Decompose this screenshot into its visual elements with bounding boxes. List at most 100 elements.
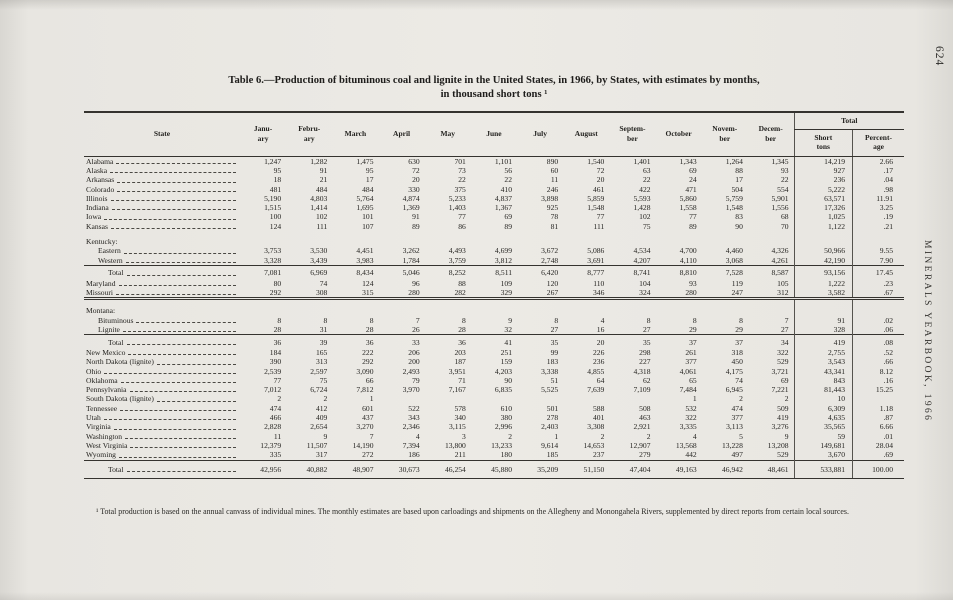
- value-cell: 463: [639, 413, 651, 423]
- value-cell: 74: [319, 278, 328, 288]
- value-cell: .01: [852, 431, 904, 441]
- col-header-february: Febru- ary: [286, 111, 333, 157]
- value-cell: 30,673: [378, 459, 425, 479]
- value-cell: 322: [685, 413, 697, 423]
- value-cell: 17,326: [793, 203, 853, 213]
- value-cell: .17: [852, 165, 904, 176]
- state-name: Total: [108, 337, 124, 347]
- value-cell: 35,209: [517, 459, 564, 479]
- state-label: Tennessee: [84, 404, 240, 413]
- value-cell: 111: [593, 221, 605, 231]
- value-cell: 282: [454, 288, 466, 298]
- value-cell: 102: [639, 212, 651, 222]
- table-row: Kentucky:: [84, 231, 904, 247]
- value-cell: 3,113: [726, 422, 743, 432]
- leader-line: [126, 274, 236, 276]
- value-cell: 318: [731, 348, 743, 357]
- value-cell: 8,511: [470, 264, 518, 279]
- value-cell: 26: [412, 324, 420, 334]
- value-cell: 410: [500, 184, 513, 194]
- value-cell: 8: [277, 315, 282, 325]
- value-cell: 3,328: [264, 255, 282, 265]
- leader-line: [118, 456, 236, 458]
- value-cell: 329: [500, 288, 513, 298]
- value-cell: 40,882: [286, 459, 333, 479]
- state-name: Illinois: [86, 193, 108, 203]
- value-cell: 7.90: [852, 255, 904, 266]
- value-cell: 27: [642, 324, 651, 334]
- value-cell: 70: [780, 221, 789, 231]
- value-cell: 13,233: [491, 440, 513, 450]
- value-cell: 272: [362, 450, 374, 460]
- value-cell: 8,252: [424, 264, 471, 279]
- table-row: Western 3,328 3,439 3,983 1,784 3,759 3,812 2,7…: [84, 255, 904, 266]
- value-cell: 102: [315, 212, 328, 222]
- value-cell: 1,025: [793, 212, 853, 222]
- value-cell: 184: [269, 348, 282, 357]
- value-cell: 74: [735, 375, 743, 385]
- value-cell: 13,228: [721, 440, 743, 450]
- value-cell: .08: [852, 334, 904, 348]
- value-cell: 28: [458, 324, 466, 334]
- value-cell: 8,741: [609, 264, 656, 279]
- value-cell: 88: [458, 278, 466, 288]
- value-cell: 466: [269, 413, 282, 423]
- value-cell: 75: [642, 221, 651, 231]
- value-cell: 47,404: [609, 459, 656, 479]
- value-cell: [609, 297, 656, 316]
- value-cell: 1,556: [771, 203, 789, 213]
- state-name: Oklahoma: [86, 375, 118, 385]
- value-cell: 5: [739, 431, 743, 441]
- value-cell: 5,764: [356, 193, 374, 203]
- value-cell: 46,254: [424, 459, 471, 479]
- state-name: Utah: [86, 413, 101, 423]
- value-cell: 5,233: [448, 193, 466, 203]
- value-cell: 77: [273, 375, 282, 385]
- value-cell: 4: [600, 315, 605, 325]
- value-cell: 206: [408, 348, 420, 357]
- table-row: Utah 466 409 437 343 340 380 278 401 463 322 377 419…: [84, 413, 904, 423]
- col-header-may: May: [424, 111, 471, 157]
- state-name: South Dakota (lignite): [86, 394, 154, 404]
- value-cell: 99: [550, 348, 559, 357]
- value-cell: 317: [315, 450, 328, 460]
- value-cell: 4,110: [679, 255, 697, 265]
- value-cell: 588: [592, 403, 605, 413]
- value-cell: 3,983: [356, 255, 374, 265]
- state-name: New Mexico: [86, 348, 126, 357]
- state-name: Lignite: [98, 324, 120, 334]
- table-row: Iowa 100 102 101 91 77 69 78 77 102 77 83 68 1,025.19: [84, 212, 904, 222]
- value-cell: 1,282: [310, 156, 328, 166]
- value-cell: 890: [546, 156, 559, 166]
- value-cell: [656, 231, 702, 246]
- value-cell: 4,175: [725, 366, 743, 376]
- value-cell: 3,753: [264, 246, 282, 256]
- leader-line: [122, 331, 236, 333]
- value-cell: 46,942: [701, 459, 748, 479]
- value-cell: 15.25: [852, 385, 904, 395]
- value-cell: 36: [332, 334, 379, 348]
- table-row: Total 7,081 6,969 8,434 5,046 8,252 8,511 6,420…: [84, 264, 904, 279]
- value-cell: 110: [593, 278, 605, 288]
- state-name: Ohio: [86, 366, 102, 376]
- state-label: Kansas: [84, 222, 240, 231]
- value-cell: [563, 231, 609, 246]
- value-cell: 1,122: [793, 221, 853, 232]
- table-row: Total 36 39 36 33 36 41 35 20 35 37 37 34 419.08: [84, 334, 904, 348]
- col-header-state: State: [84, 111, 240, 157]
- value-cell: 925: [546, 203, 559, 213]
- value-cell: 8: [739, 315, 743, 325]
- value-cell: 578: [454, 403, 466, 413]
- value-cell: 3,090: [356, 366, 374, 376]
- state-name: Western: [98, 255, 123, 265]
- value-cell: 186: [408, 450, 420, 460]
- value-cell: 377: [685, 357, 697, 367]
- value-cell: 200: [408, 357, 420, 367]
- state-label: Total: [84, 264, 240, 279]
- table-row: Missouri 292 308 315 280 282 329 267 346 324 280 24…: [84, 288, 904, 299]
- value-cell: 308: [315, 288, 328, 298]
- value-cell: 529: [777, 357, 789, 367]
- value-cell: 2,654: [310, 422, 328, 432]
- value-cell: 1,548: [587, 203, 605, 213]
- value-cell: [517, 297, 564, 316]
